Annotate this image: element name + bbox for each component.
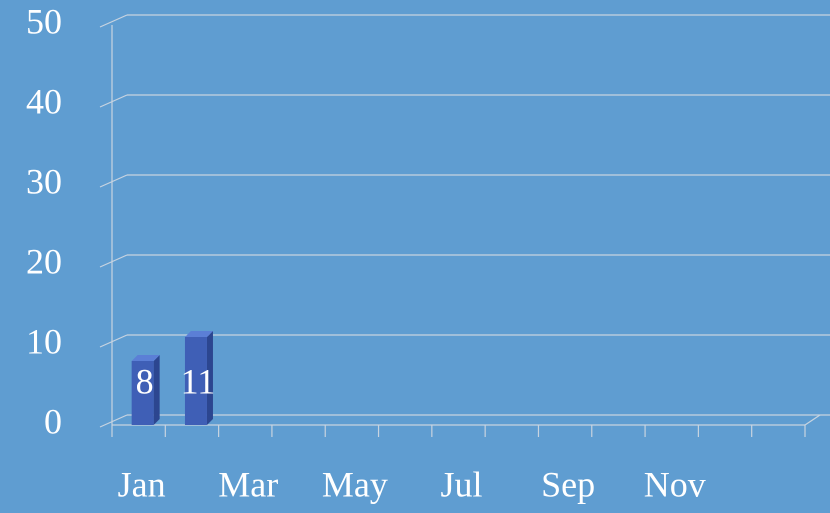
y-tick-label: 40 (26, 81, 62, 121)
x-tick-label: Jul (440, 464, 482, 504)
y-tick-label: 0 (44, 401, 62, 441)
grid-line (99, 334, 128, 348)
y-tick-label: 30 (26, 161, 62, 201)
bar-side (206, 331, 213, 425)
data-label: 8 (136, 361, 154, 401)
grid-line (99, 174, 128, 188)
bar-side (153, 355, 160, 425)
x-tick-label: Mar (218, 464, 278, 504)
x-tick-label: May (322, 464, 388, 504)
bar-top (184, 331, 213, 337)
y-tick-label: 50 (26, 1, 62, 41)
x-tick-label: Nov (644, 464, 706, 504)
data-label: 11 (181, 361, 216, 401)
grid-line (99, 14, 128, 28)
x-tick-label: Jan (118, 464, 166, 504)
x-tick-label: Sep (541, 464, 595, 504)
grid-line (99, 254, 128, 268)
bar (131, 361, 154, 425)
y-tick-label: 20 (26, 241, 62, 281)
floor-edge (804, 414, 821, 426)
bar (184, 337, 207, 425)
y-tick-label: 10 (26, 321, 62, 361)
grid-line (99, 94, 128, 108)
grid-line (99, 414, 128, 428)
bar-top (131, 355, 160, 361)
